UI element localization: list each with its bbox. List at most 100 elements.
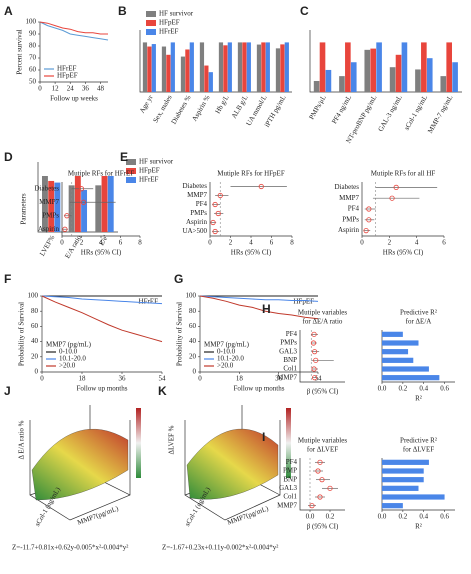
x-axis-label: Follow up weeks	[50, 95, 98, 103]
colorbar	[286, 408, 291, 478]
category-label: PF4	[196, 200, 208, 208]
series-line	[41, 295, 163, 343]
y-axis-label: Probability of Survival	[18, 302, 26, 366]
x-tick-label: 18	[79, 375, 87, 383]
x-tick-label: Age yr	[138, 93, 155, 114]
bar	[237, 42, 243, 92]
y-tick-label: 20	[189, 352, 197, 360]
bar	[376, 42, 382, 92]
x-axis-label: HRs (95% CI)	[383, 249, 424, 257]
y-tick-label: 90	[29, 30, 37, 38]
bar	[42, 176, 48, 232]
x-tick-label: 0.0	[378, 385, 387, 393]
legend-title: MMP7 (pg/mL)	[46, 341, 92, 349]
bar	[382, 331, 403, 337]
category-label: PMPs	[280, 339, 297, 347]
x-tick-label: 12	[52, 85, 60, 93]
bar	[325, 69, 332, 92]
x-tick-label: 2	[229, 239, 233, 247]
bar	[256, 44, 262, 92]
bar	[74, 176, 81, 232]
x-tick-label: 4	[99, 239, 103, 247]
panel-label: A	[4, 4, 13, 18]
y-tick-label: 40	[31, 337, 39, 345]
panel-label: C	[300, 4, 309, 18]
bar	[382, 477, 424, 483]
panel-label: H	[262, 302, 271, 316]
bar	[421, 42, 427, 92]
category-label: Aspirin	[338, 226, 360, 234]
x-tick-label: PF4 ng/mL	[330, 94, 353, 125]
legend-label: HFpEF	[139, 167, 160, 175]
point-estimate	[389, 195, 395, 201]
chart-title: Mutiple RFs for all HF	[371, 170, 436, 178]
axes	[309, 30, 462, 93]
bar	[440, 76, 447, 92]
x-tick-label: 0	[60, 239, 64, 247]
bar	[426, 58, 433, 92]
bar	[204, 65, 209, 92]
series-line	[39, 21, 108, 35]
bar	[81, 190, 88, 232]
point-estimate	[317, 494, 323, 500]
legend-label: >20.0	[59, 362, 76, 370]
x-tick-label: 0	[38, 85, 42, 93]
category-label: Aspirin	[38, 225, 60, 233]
x-tick-label: 54	[159, 375, 167, 383]
y-tick-label: 0	[35, 368, 39, 376]
y-tick-label: 80	[31, 307, 39, 315]
category-label: PF4	[286, 458, 298, 466]
x-tick-label: MMP-7 ng/mL	[426, 94, 454, 135]
bar	[170, 42, 175, 92]
bar	[54, 182, 61, 232]
point-estimate	[327, 485, 333, 491]
series-line	[39, 21, 109, 41]
x-tick-label: sCol-1 ng/mL	[403, 94, 429, 132]
bar	[147, 46, 152, 92]
legend-label: >20.0	[217, 362, 234, 370]
y-tick-label: 100	[28, 292, 39, 300]
y-tick-label: 70	[29, 54, 37, 62]
bar	[280, 44, 285, 92]
legend-label: HFrEF	[57, 65, 77, 73]
panel-label: F	[4, 272, 11, 286]
legend-title: MMP7 (pg/mL)	[204, 341, 250, 349]
z-axis-label: ΔLVEF %	[168, 425, 176, 454]
category-label: Col1	[283, 365, 297, 373]
x-tick-label: Aspirin %	[190, 94, 211, 123]
point-estimate	[313, 357, 319, 363]
bar	[370, 48, 376, 92]
y-tick-label: 20	[31, 352, 39, 360]
x-axis-label: MMP7(pg/mL)	[76, 504, 120, 527]
x-axis-label: MMP7(pg/mL)	[226, 504, 270, 527]
bar	[142, 42, 148, 92]
bar	[364, 49, 371, 92]
category-label: UA>500	[182, 227, 207, 235]
series-line	[41, 295, 163, 305]
x-tick-label: 4	[249, 239, 253, 247]
bar	[382, 375, 440, 381]
x-tick-label: 36	[119, 375, 127, 383]
x-tick-label: 0.2	[398, 513, 407, 521]
formula: Z=-11.7+0.81x+0.62y-0.005*x²-0.004*y²	[12, 544, 128, 552]
chart-title: for ΔLVEF	[403, 446, 434, 454]
chart-title: Predictive R²	[400, 309, 437, 317]
bar	[161, 46, 167, 92]
point-estimate	[317, 459, 323, 465]
y-tick-label: 80	[29, 42, 37, 50]
point-estimate	[363, 228, 369, 234]
x-tick-label: 8	[290, 239, 294, 247]
panel-label: B	[118, 4, 127, 18]
y-tick-label: 0	[193, 368, 197, 376]
bar	[382, 340, 419, 346]
y-tick-label: 80	[189, 307, 197, 315]
x-tick-label: 36	[82, 85, 90, 93]
x-axis-label: R²	[415, 395, 422, 403]
point-estimate	[366, 217, 372, 223]
point-estimate	[212, 228, 218, 235]
category-label: GAL3	[279, 484, 297, 492]
x-tick-label: 6	[119, 239, 123, 247]
formula: Z=-1.67+0.23x+0.11y-0.002*x²-0.004*y²	[162, 544, 278, 552]
y-tick-label: 50	[29, 78, 37, 86]
bar	[382, 366, 429, 372]
